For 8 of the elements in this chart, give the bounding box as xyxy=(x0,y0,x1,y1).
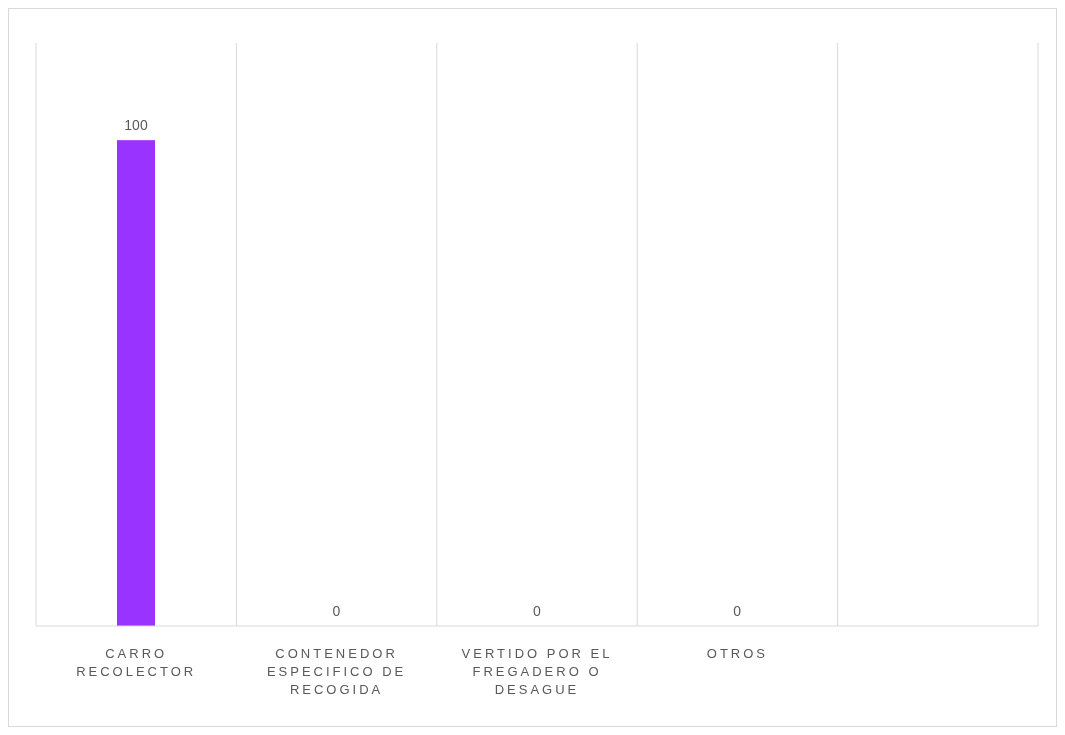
x-tick-label: CONTENEDOR ESPECIFICO DE RECOGIDA xyxy=(266,646,407,697)
data-label: 0 xyxy=(332,603,341,619)
x-tick-label: VERTIDO POR EL FREGADERO O DESAGUE xyxy=(461,646,613,697)
x-tick-label: CARRO RECOLECTOR xyxy=(76,646,197,679)
data-label: 100 xyxy=(124,117,148,134)
x-tick-label: OTROS xyxy=(706,646,769,661)
data-label: 0 xyxy=(532,603,541,619)
data-label: 0 xyxy=(733,603,742,619)
